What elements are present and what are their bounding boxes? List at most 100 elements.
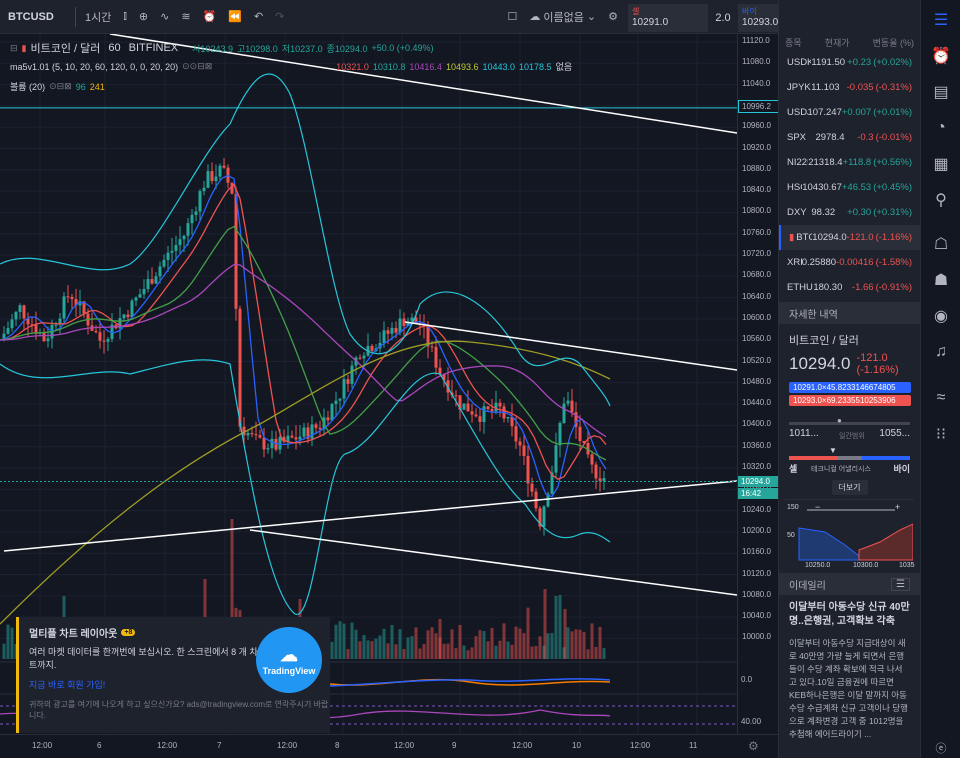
candle-body <box>482 406 486 423</box>
volume-bar <box>334 624 338 659</box>
watchlist-row[interactable]: XRPUSD0.25880-0.00416(-1.58%) <box>779 250 920 275</box>
ad-signup-link[interactable]: 지금 바로 회원 가입! <box>29 680 106 690</box>
volume-bar <box>330 641 334 659</box>
calendar-icon[interactable]: ▦ <box>933 156 949 173</box>
data-window-icon[interactable]: ▤ <box>933 84 949 101</box>
undo-icon[interactable]: ↶ <box>253 11 264 23</box>
candle-body <box>14 311 18 320</box>
more-button[interactable]: 더보기 <box>831 480 868 495</box>
templates-icon[interactable]: ≋ <box>181 11 191 23</box>
alert-icon[interactable]: ⏰ <box>202 11 217 23</box>
watchlist-row[interactable]: NI22521318.4+118.8(+0.56%) <box>779 150 920 175</box>
candle-body <box>202 187 206 192</box>
details-header[interactable]: 자세한 내역 <box>779 302 920 324</box>
range-high: 1055... <box>879 428 910 439</box>
chat-icon[interactable]: ☖ <box>933 236 949 253</box>
collapse-icon[interactable]: ⊟ <box>10 42 18 53</box>
dom-icon[interactable]: ⁝⁝ <box>935 426 947 443</box>
symbol-button[interactable]: BTCUSD <box>8 10 54 23</box>
watchlist-row[interactable]: ETHUSD180.30 -1.66(-0.91%) <box>779 275 920 300</box>
macd-line <box>329 678 611 687</box>
row-symbol: NI225 <box>787 157 808 168</box>
price-tick-label: 10240.0 <box>742 504 771 514</box>
price-tick-label: 10520.0 <box>742 355 771 365</box>
private-chat-icon[interactable]: ☗ <box>933 272 949 289</box>
candle-body <box>558 423 562 446</box>
candle-body <box>150 279 154 284</box>
volume-bar <box>590 623 594 659</box>
candle-body <box>198 191 202 212</box>
ad-popup[interactable]: 멀티플 차트 레이아웃 +8 여러 마켓 데이터를 한꺼번에 보십시오. 한 스… <box>16 617 330 733</box>
candle-type-icon[interactable]: ⫾ <box>123 10 127 22</box>
watchlist-row[interactable]: HSCEI10430.67+46.53(+0.45%) <box>779 175 920 200</box>
range-bar <box>789 422 910 425</box>
header-change[interactable]: 변동율 (%) <box>872 37 914 48</box>
sell-button[interactable]: 셀 10291.0 <box>628 4 708 32</box>
hotlist-icon[interactable]: ◔ <box>936 119 946 136</box>
detail-title: 비트코인 / 달러 <box>789 335 859 347</box>
ma-controls-icon[interactable]: ⊙⊙⊟⊠ <box>182 61 213 71</box>
time-axis[interactable]: ⚙ 12:00 6 12:00 7 12:00 8 12:00 9 12:00 10 12:00 11 <box>0 734 778 758</box>
row-last: 180.30 <box>813 282 843 293</box>
candle-body <box>174 245 178 251</box>
notifications-icon[interactable]: ♫ <box>935 343 947 360</box>
volume-bar <box>418 648 422 659</box>
add-indicator-icon[interactable]: ⊕ <box>138 11 149 23</box>
ideas-icon[interactable]: ⚲ <box>935 192 947 209</box>
buy-price: 10293.0 <box>742 17 779 28</box>
row-change: -0.035 <box>846 82 874 93</box>
depth-svg <box>798 509 913 561</box>
candle-body <box>562 403 566 424</box>
volume-bar <box>406 637 410 659</box>
time-tick-label: 12:00 <box>157 741 178 750</box>
tech-sell: 셀 <box>789 464 798 474</box>
redo-icon[interactable]: ↷ <box>275 11 285 23</box>
layout-icon[interactable]: ☐ <box>507 11 518 23</box>
trendline-support <box>3 480 737 552</box>
depth-minus-icon[interactable]: − <box>815 502 821 512</box>
volume-bar <box>598 626 602 659</box>
watchlist-row[interactable]: DXY 98.32 +0.30 (+0.31%) <box>779 200 920 225</box>
candle-body <box>326 417 330 421</box>
candle-body <box>6 328 10 334</box>
watchlist-row[interactable]: JPYKRW11.103 -0.035(-0.31%) <box>779 75 920 100</box>
row-last: 21318.4 <box>808 157 843 168</box>
indicators-icon[interactable]: ∿ <box>160 11 170 23</box>
order-panel-icon[interactable]: ≈ <box>936 389 946 406</box>
flag-icon[interactable]: ▮ <box>21 42 27 53</box>
candle-body <box>10 319 14 329</box>
depth-plus-icon[interactable]: + <box>895 502 901 512</box>
candle-body <box>118 318 122 329</box>
replay-icon[interactable]: ⏪ <box>228 11 242 23</box>
watchlist-row[interactable]: SPX 2978.4 -0.3 (-0.01%) <box>779 125 920 150</box>
alarm-icon[interactable]: ⏰ <box>931 48 951 65</box>
help-icon[interactable]: ⓔ <box>935 743 947 755</box>
streams-icon[interactable]: ◉ <box>934 308 948 325</box>
price-axis[interactable]: 11120.011080.011040.011000.010960.010920… <box>737 34 779 734</box>
settings-icon[interactable]: ⚙ <box>608 11 618 23</box>
watchlist-row[interactable]: ▮BTCUSD10294.0-121.0(-1.16%) <box>779 225 920 250</box>
row-symbol: DXY <box>787 207 807 218</box>
legend-close: 종10294.0 <box>326 43 368 54</box>
time-tick-label: 11 <box>689 741 698 750</box>
volume-bar <box>414 627 418 659</box>
watchlist-row[interactable]: USDKRW1191.50+0.23(+0.02%) <box>779 50 920 75</box>
header-last[interactable]: 현재가 <box>824 37 850 48</box>
candle-body <box>234 193 238 309</box>
cloud-save-button[interactable]: ☁ 이름없음 ⌄ <box>523 4 602 30</box>
time-tick-label: 8 <box>335 741 340 750</box>
volume-controls-icon[interactable]: ⊙⊟⊠ <box>49 81 72 91</box>
news-headline[interactable]: 이달부터 아동수당 신규 40만명..은행권, 고객확보 각축 <box>789 602 910 627</box>
depth-label-4: 10300.0 <box>853 562 879 569</box>
chart-settings-icon[interactable]: ⚙ <box>748 739 759 753</box>
header-symbol[interactable]: 종목 <box>785 37 802 48</box>
depth-label-1: 150 <box>787 504 799 511</box>
candle-body <box>254 434 258 436</box>
row-symbol: USDKRW <box>787 57 812 68</box>
volume-bar <box>486 641 490 659</box>
watchlist-row[interactable]: USDJPY107.247+0.007(+0.01%) <box>779 100 920 125</box>
interval-button[interactable]: 1시간 <box>85 11 112 24</box>
ma-value-1: 10321.0 <box>336 61 369 72</box>
watchlist-icon[interactable]: ☰ <box>933 12 949 29</box>
news-menu-icon[interactable]: ☰ <box>891 577 910 591</box>
